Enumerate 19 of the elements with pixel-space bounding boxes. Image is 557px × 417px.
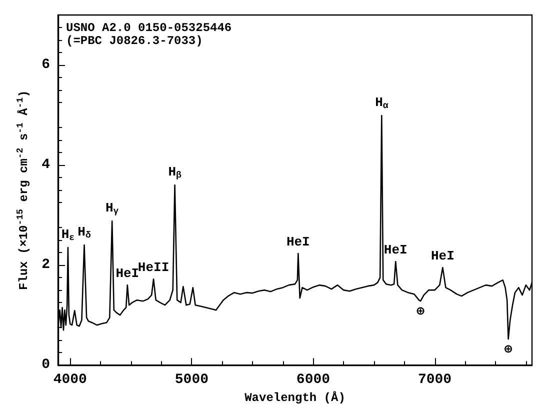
y-tick-label: 6: [42, 57, 50, 74]
annotation: ⊕: [416, 304, 425, 320]
x-axis-title: Wavelength (Å): [244, 391, 346, 405]
y-tick-label: 2: [42, 257, 50, 274]
annotation: USNO A2.0 0150-05325446: [66, 21, 232, 35]
annotation: HeI: [430, 248, 454, 264]
y-tick-label: 0: [42, 357, 50, 374]
x-tick-label: 6000: [296, 372, 330, 388]
annotation: (=PBC J0826.3-7033): [66, 34, 203, 48]
x-tick-label: 5000: [174, 372, 208, 388]
text: Flux (×10-15 erg cm-2 s-1 Å-1): [16, 90, 31, 290]
annotation: HeII: [138, 260, 170, 276]
x-tick-label: 4000: [53, 372, 87, 388]
annotation: HeI: [286, 234, 310, 250]
annotation: ⊕: [504, 342, 512, 358]
y-tick-label: 4: [42, 157, 50, 174]
annotation: HeI: [384, 242, 408, 258]
annotation: HeI: [116, 266, 140, 282]
x-tick-label: 7000: [418, 372, 452, 388]
